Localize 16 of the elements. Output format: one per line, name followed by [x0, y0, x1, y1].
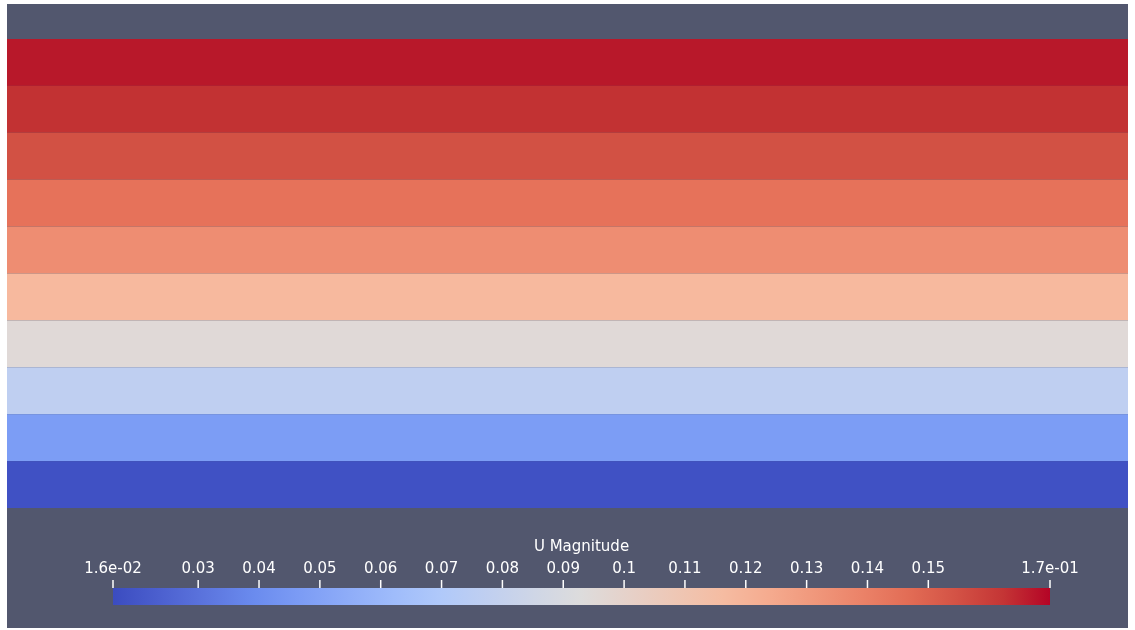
color-bar-label: 0.14: [850, 559, 885, 577]
color-bar-label: 0.06: [364, 559, 398, 577]
color-bar-label: 0.05: [303, 559, 337, 577]
color-bar-label: 1.7e-01: [1021, 559, 1079, 577]
color-bar-label: 1.6e-02: [84, 559, 142, 577]
color-bar-label: 0.08: [485, 559, 520, 577]
color-bar-label: 0.11: [668, 559, 702, 577]
color-bar-label: 0.13: [789, 559, 824, 577]
color-bar-label: 0.1: [612, 559, 637, 577]
color-bar-label: 0.15: [911, 559, 946, 577]
color-bar-title: U Magnitude: [533, 537, 630, 555]
color-bar-label: 0.03: [181, 559, 215, 577]
color-bar-label: 0.12: [729, 559, 763, 577]
color-bar-label: 0.04: [242, 559, 276, 577]
color-bar-label: 0.07: [424, 559, 459, 577]
color-bar-label: 0.09: [546, 559, 580, 577]
